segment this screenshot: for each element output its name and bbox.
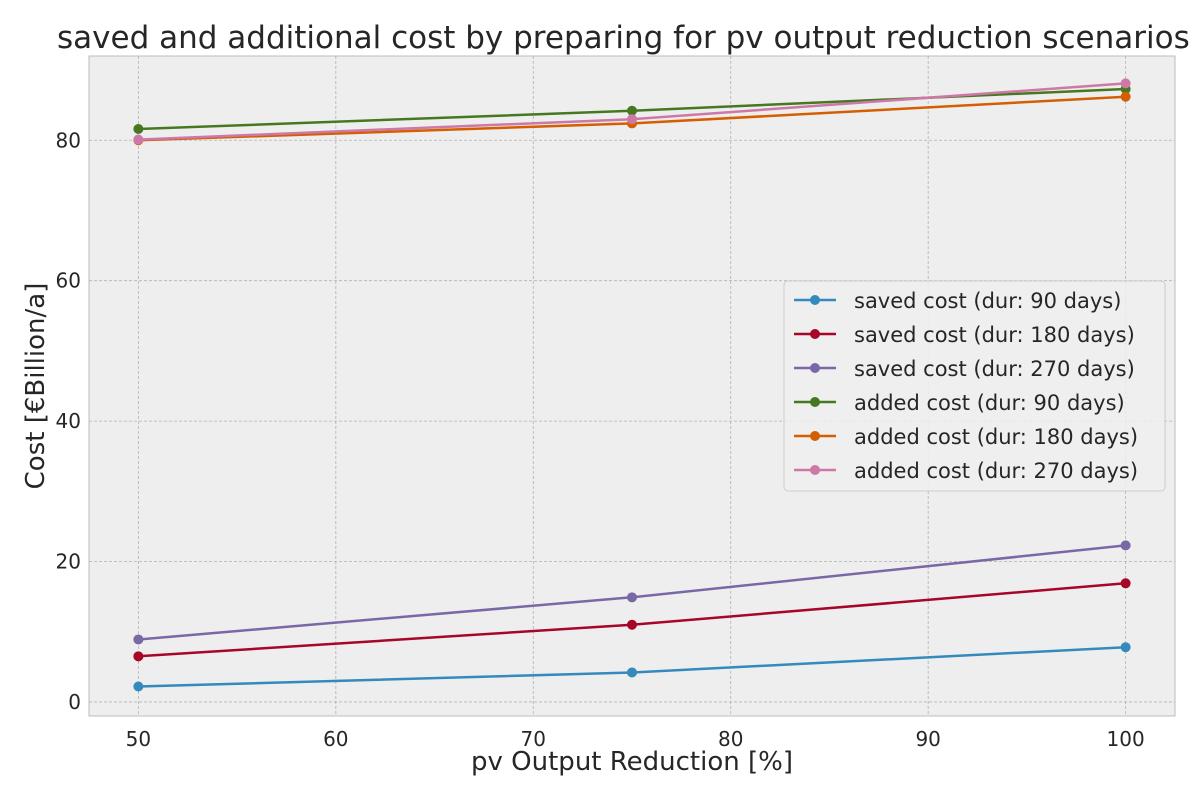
legend-label: saved cost (dur: 270 days) [854,357,1135,381]
data-point [627,619,637,630]
y-tick-label: 60 [56,269,81,293]
legend-item: saved cost (dur: 90 days) [794,289,1121,313]
series-2 [133,578,1131,662]
legend-item: added cost (dur: 180 days) [794,425,1138,449]
y-tick-label: 80 [56,128,81,152]
legend-item: saved cost (dur: 270 days) [794,357,1135,381]
legend-marker [810,295,820,305]
grid-lines [89,56,1175,716]
legend-label: saved cost (dur: 180 days) [854,323,1135,347]
y-tick-label: 20 [56,550,81,574]
legend-item: added cost (dur: 90 days) [794,391,1125,415]
series-lines [133,78,1131,692]
legend-marker [810,329,820,339]
legend-marker [810,397,820,407]
data-point [627,592,637,603]
x-tick-label: 70 [521,727,546,751]
data-point [1120,91,1131,102]
data-point [627,667,637,678]
x-tick-label: 60 [323,727,348,751]
data-point [133,634,144,645]
legend-marker [810,431,820,441]
x-tick-label: 100 [1107,727,1145,751]
legend-label: added cost (dur: 270 days) [854,459,1138,483]
series-3 [133,540,1131,645]
legend: saved cost (dur: 90 days) saved cost (dur… [783,280,1166,492]
y-axis-label: Cost [€Billion/a] [21,283,51,490]
legend-label: added cost (dur: 90 days) [854,391,1125,415]
data-point [1120,578,1131,589]
x-tick-label: 80 [718,727,743,751]
data-point [133,681,144,692]
series-6 [133,78,1131,145]
data-point [1120,540,1131,551]
y-tick-label: 40 [56,409,81,433]
x-tick-label: 50 [126,727,151,751]
legend-item: added cost (dur: 270 days) [794,459,1138,483]
legend-label: saved cost (dur: 90 days) [854,289,1121,313]
data-point [133,651,144,662]
data-point [627,105,637,116]
x-tick-label: 90 [915,727,940,751]
legend-box [783,280,1166,492]
series-1 [133,642,1131,692]
x-axis-label: pv Output Reduction [%] [471,747,793,777]
data-point [1120,642,1131,653]
x-axis-ticks: 50 60 70 80 90 100 [126,727,1145,751]
data-point [133,134,144,145]
data-point [627,114,637,125]
legend-label: added cost (dur: 180 days) [854,425,1138,449]
y-tick-label: 0 [68,690,81,714]
chart-title: saved and additional cost by preparing f… [57,20,1190,56]
legend-marker [810,363,820,373]
legend-marker [810,465,820,475]
legend-item: saved cost (dur: 180 days) [794,323,1135,347]
data-point [133,124,144,135]
data-point [1120,78,1131,89]
y-axis-ticks: 0 20 40 60 80 [56,128,81,714]
